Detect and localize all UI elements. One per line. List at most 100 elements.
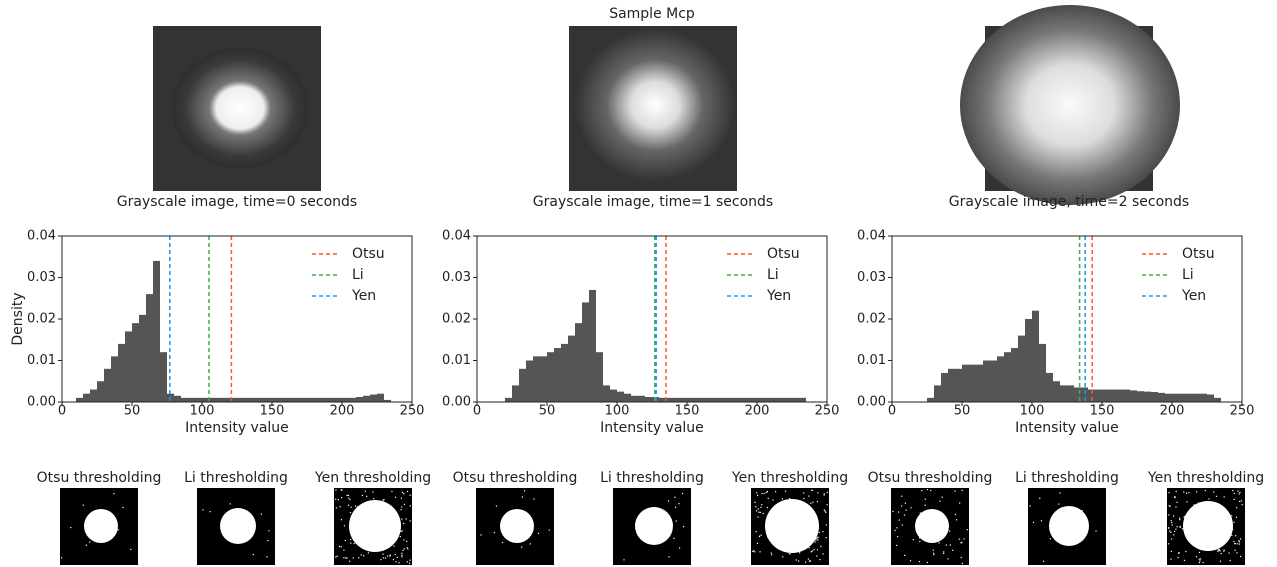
x-tick-label: 0 (473, 404, 481, 419)
speckle (1170, 521, 1173, 524)
speckle (340, 489, 342, 491)
x-tick-label: 50 (954, 404, 971, 419)
bar (1039, 343, 1046, 402)
speckle (819, 558, 821, 561)
bar (97, 381, 104, 402)
speckle (823, 509, 825, 511)
speckle (354, 505, 357, 507)
bar (799, 397, 806, 402)
speckle (1058, 503, 1060, 505)
speckle (409, 494, 411, 496)
speckle (798, 560, 800, 562)
speckle (822, 531, 824, 533)
speckle (1233, 498, 1235, 500)
speckle (792, 544, 794, 546)
speckle (392, 509, 394, 511)
binary-image-title: Otsu thresholding (868, 470, 993, 486)
speckle (384, 520, 386, 522)
speckle (352, 557, 354, 559)
speckle (1198, 502, 1200, 504)
speckle (894, 529, 896, 532)
bar (90, 389, 97, 402)
bar (370, 394, 377, 402)
speckle (1226, 537, 1228, 540)
speckle (1223, 550, 1225, 552)
speckle (896, 544, 898, 547)
bar (1207, 394, 1214, 402)
speckle (678, 503, 680, 505)
speckle (1169, 530, 1171, 532)
speckle (767, 536, 769, 538)
bar (1081, 387, 1088, 402)
speckle (925, 529, 927, 532)
speckle (350, 533, 352, 535)
speckle (340, 546, 342, 548)
bar (969, 364, 976, 402)
x-tick-label: 0 (888, 404, 896, 419)
bar (512, 385, 519, 402)
speckle (958, 538, 960, 540)
bar (589, 289, 596, 402)
speckle (401, 491, 404, 493)
speckle (363, 555, 365, 557)
speckle (919, 540, 921, 542)
speckle (1170, 558, 1172, 560)
bar (153, 260, 160, 402)
speckle (817, 492, 819, 494)
speckle (1168, 504, 1170, 507)
speckle (1189, 537, 1192, 540)
speckle (932, 549, 934, 551)
speckle (1218, 548, 1220, 551)
bar (1172, 393, 1179, 402)
speckle (757, 516, 759, 518)
speckle (548, 529, 550, 531)
speckle (401, 552, 403, 554)
speckle (364, 502, 366, 505)
speckle (384, 535, 387, 538)
speckle (1169, 505, 1171, 507)
binary-blob (635, 507, 673, 545)
speckle (1174, 496, 1176, 499)
speckle (372, 525, 374, 527)
speckle (340, 519, 343, 521)
speckle (401, 556, 403, 558)
bar (349, 397, 356, 402)
bar (645, 397, 652, 402)
speckle (1227, 536, 1229, 538)
y-tick-label: 0.02 (442, 312, 471, 327)
speckle (1229, 559, 1231, 562)
speckle (807, 527, 809, 529)
speckle (823, 493, 825, 495)
speckle (960, 542, 962, 544)
speckle (784, 535, 786, 538)
bar (990, 360, 997, 402)
speckle (521, 496, 524, 498)
bar (111, 356, 118, 402)
x-tick-label: 250 (815, 404, 840, 419)
speckle (775, 510, 778, 512)
speckle (1171, 524, 1173, 526)
speckle (349, 560, 351, 562)
speckle (944, 520, 946, 522)
speckle (1236, 552, 1238, 554)
speckle (759, 511, 761, 513)
speckle (897, 536, 899, 538)
speckle (825, 524, 827, 526)
speckle (341, 489, 343, 491)
speckle (382, 541, 384, 543)
y-tick-label: 0.00 (857, 395, 886, 410)
speckle (386, 521, 388, 523)
speckle (826, 504, 828, 506)
bar (778, 397, 785, 402)
x-tick-label: 150 (1090, 404, 1115, 419)
bar (1074, 387, 1081, 402)
speckle (1239, 500, 1241, 502)
bar (955, 368, 962, 402)
speckle (924, 504, 926, 506)
speckle (1216, 540, 1218, 543)
speckle (798, 540, 800, 542)
speckle (1170, 550, 1172, 553)
speckle (1236, 507, 1238, 509)
speckle (1061, 511, 1063, 514)
